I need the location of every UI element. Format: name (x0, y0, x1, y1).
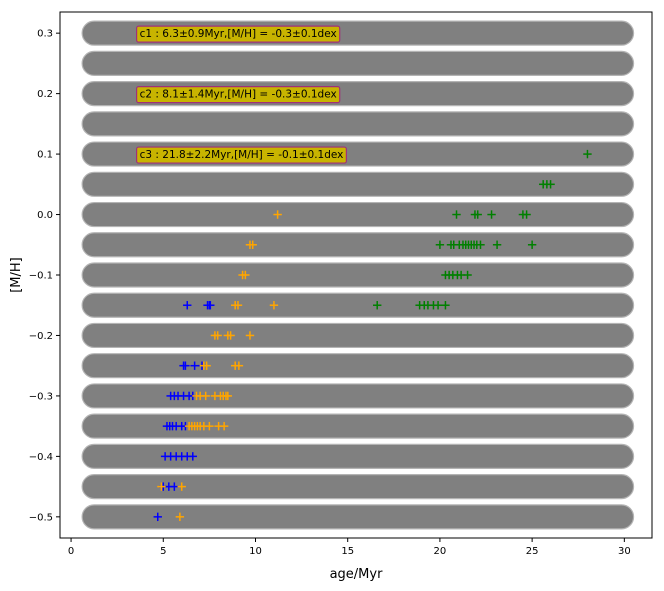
y-tick-label: −0.2 (29, 331, 53, 342)
point-s1-36 (273, 210, 282, 219)
band-2 (81, 443, 635, 469)
x-tick-label: 5 (160, 546, 166, 557)
point-s1-1 (157, 482, 166, 491)
point-s1-33 (241, 270, 250, 280)
band-13 (81, 111, 635, 137)
point-s1-28 (245, 331, 255, 340)
annotation-1: c1 : 6.3±0.9Myr,[M/H] = -0.3±0.1dex (136, 25, 341, 43)
x-tick-label: 25 (526, 546, 539, 557)
point-s1-35 (248, 240, 257, 249)
y-tick-label: −0.4 (29, 452, 53, 463)
band-8 (81, 262, 635, 288)
point-s2-23 (476, 240, 485, 249)
band-4 (81, 383, 635, 409)
point-s0-0 (153, 512, 162, 522)
point-s1-25 (213, 331, 222, 340)
point-s2-26 (452, 210, 461, 219)
point-s1-0 (175, 512, 185, 522)
point-s1-21 (202, 361, 211, 370)
point-s2-6 (441, 301, 450, 310)
annotation-text: c1 : 6.3±0.9Myr,[M/H] = -0.3±0.1dex (140, 28, 337, 40)
point-s1-19 (223, 391, 233, 401)
point-s0-24 (190, 361, 199, 370)
annotation-3: c3 : 21.8±2.2Myr,[M/H] = -0.1±0.1dex (136, 146, 347, 164)
point-s1-30 (233, 301, 243, 310)
y-tick-label: −0.1 (29, 271, 53, 282)
band-7 (81, 292, 635, 318)
band-5 (81, 353, 635, 379)
x-tick-label: 0 (68, 546, 74, 557)
point-s1-2 (177, 482, 186, 491)
point-s0-26 (183, 301, 192, 310)
y-axis-ticks: −0.5 −0.4 −0.3 −0.2 −0.1 0.0 0.1 0.2 0.3 (29, 29, 60, 523)
point-s1-23 (234, 361, 244, 370)
annotation-box (136, 146, 347, 164)
point-s2-0 (373, 301, 382, 310)
point-s2-25 (527, 240, 537, 249)
y-tick-label: −0.5 (29, 512, 53, 523)
point-s0-3 (170, 482, 179, 491)
y-tick-label: −0.3 (29, 391, 53, 402)
point-s2-31 (522, 210, 531, 219)
band-11 (81, 171, 635, 197)
point-s0-29 (206, 301, 215, 310)
annotation-layer: c1 : 6.3±0.9Myr,[M/H] = -0.3±0.1dex c2 : … (136, 25, 347, 164)
annotation-box (136, 86, 341, 104)
band-1 (81, 474, 635, 500)
x-tick-label: 10 (249, 546, 262, 557)
x-tick-label: 20 (434, 546, 447, 557)
band-9 (81, 232, 635, 258)
data-points (153, 149, 592, 522)
y-tick-label: 0.3 (37, 29, 53, 40)
y-tick-label: 0.1 (37, 150, 53, 161)
point-s1-27 (226, 331, 235, 340)
annotation-box (136, 25, 341, 43)
band-10 (81, 201, 635, 228)
point-s2-13 (435, 240, 445, 249)
band-15 (81, 50, 635, 76)
point-s2-28 (473, 210, 482, 219)
point-s2-24 (492, 240, 502, 249)
x-tick-label: 30 (618, 546, 631, 557)
point-s1-11 (219, 421, 229, 431)
x-axis-label: age/Myr (330, 567, 384, 582)
x-axis-ticks: 0 5 10 15 20 25 30 (68, 538, 631, 557)
annotation-text: c3 : 21.8±2.2Myr,[M/H] = -0.1±0.1dex (140, 149, 344, 161)
point-s2-12 (463, 270, 472, 280)
annotation-text: c2 : 8.1±1.4Myr,[M/H] = -0.3±0.1dex (140, 89, 337, 101)
point-s2-5 (433, 301, 443, 310)
band-layer (81, 20, 635, 530)
y-tick-label: 0.0 (37, 210, 53, 221)
band-0 (81, 504, 635, 530)
annotation-2: c2 : 8.1±1.4Myr,[M/H] = -0.3±0.1dex (136, 86, 341, 104)
band-6 (81, 322, 635, 349)
point-s0-23 (181, 361, 190, 370)
point-s1-9 (205, 421, 214, 431)
point-s1-31 (269, 301, 279, 310)
point-s2-34 (546, 180, 555, 189)
point-s1-14 (201, 391, 210, 401)
x-tick-label: 15 (341, 546, 354, 557)
y-tick-label: 0.2 (37, 89, 53, 100)
y-axis-label: [M/H] (9, 257, 24, 293)
band-3 (81, 413, 635, 439)
point-s0-9 (188, 452, 197, 461)
point-s2-35 (583, 149, 592, 159)
point-s2-29 (487, 210, 496, 219)
